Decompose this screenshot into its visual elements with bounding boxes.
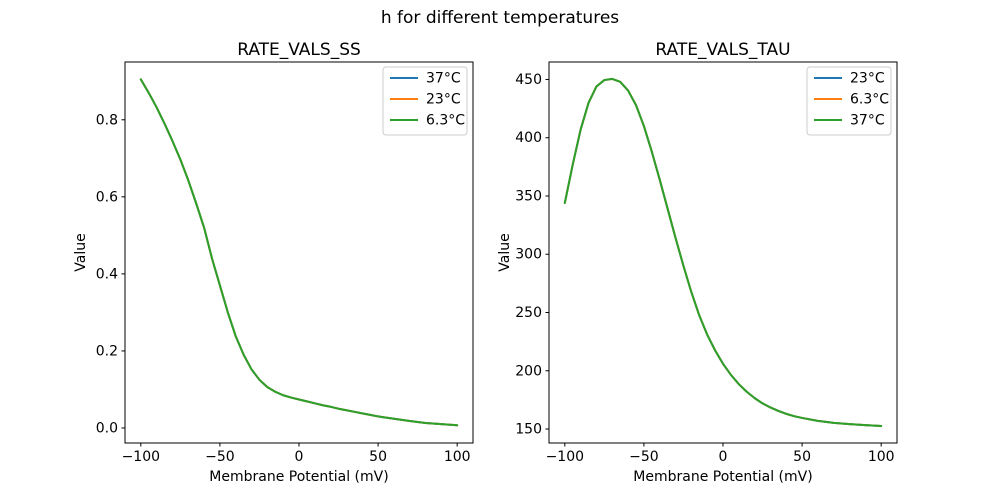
series-line-37-c xyxy=(563,77,883,427)
figure-title: h for different temperatures xyxy=(380,8,620,28)
y-tick-label: 300 xyxy=(515,247,542,263)
legend-label-23-c: 23°C xyxy=(850,71,885,87)
y-axis-label: Value xyxy=(73,233,89,271)
x-tick-label: −100 xyxy=(546,449,584,465)
y-tick-label: 0.2 xyxy=(96,343,118,359)
y-axis-label: Value xyxy=(497,233,513,271)
legend-label-37-c: 37°C xyxy=(426,71,461,87)
series-line-6-3-c xyxy=(139,78,459,427)
y-tick-label: 250 xyxy=(515,305,542,321)
y-tick-label: 150 xyxy=(515,422,542,438)
legend-box xyxy=(806,66,892,136)
x-tick-label: 100 xyxy=(444,449,471,465)
y-tick-label: 450 xyxy=(515,72,542,88)
x-tick-label: 50 xyxy=(793,449,811,465)
x-tick-label: −50 xyxy=(205,449,235,465)
y-tick-label: 0.0 xyxy=(96,420,118,436)
legend-label-23-c: 23°C xyxy=(426,92,461,108)
y-tick-label: 200 xyxy=(515,363,542,379)
y-tick-label: 0.4 xyxy=(96,266,118,282)
y-tick-label: 400 xyxy=(515,130,542,146)
x-tick-label: 0 xyxy=(295,449,304,465)
x-tick-label: −50 xyxy=(629,449,659,465)
x-tick-label: 50 xyxy=(369,449,387,465)
x-axis-label: Membrane Potential (mV) xyxy=(633,469,812,485)
x-axis-label: Membrane Potential (mV) xyxy=(209,469,388,485)
legend-box xyxy=(382,66,468,136)
axes-title: RATE_VALS_SS xyxy=(237,40,361,60)
axes-title: RATE_VALS_TAU xyxy=(655,40,790,60)
x-tick-label: −100 xyxy=(122,449,160,465)
legend-label-37-c: 37°C xyxy=(850,113,885,129)
y-tick-label: 0.8 xyxy=(96,112,118,128)
y-tick-label: 350 xyxy=(515,188,542,204)
y-tick-label: 0.6 xyxy=(96,189,118,205)
legend-label-6-3-c: 6.3°C xyxy=(426,113,465,129)
x-tick-label: 100 xyxy=(868,449,895,465)
x-tick-label: 0 xyxy=(719,449,728,465)
legend-label-6-3-c: 6.3°C xyxy=(850,92,889,108)
